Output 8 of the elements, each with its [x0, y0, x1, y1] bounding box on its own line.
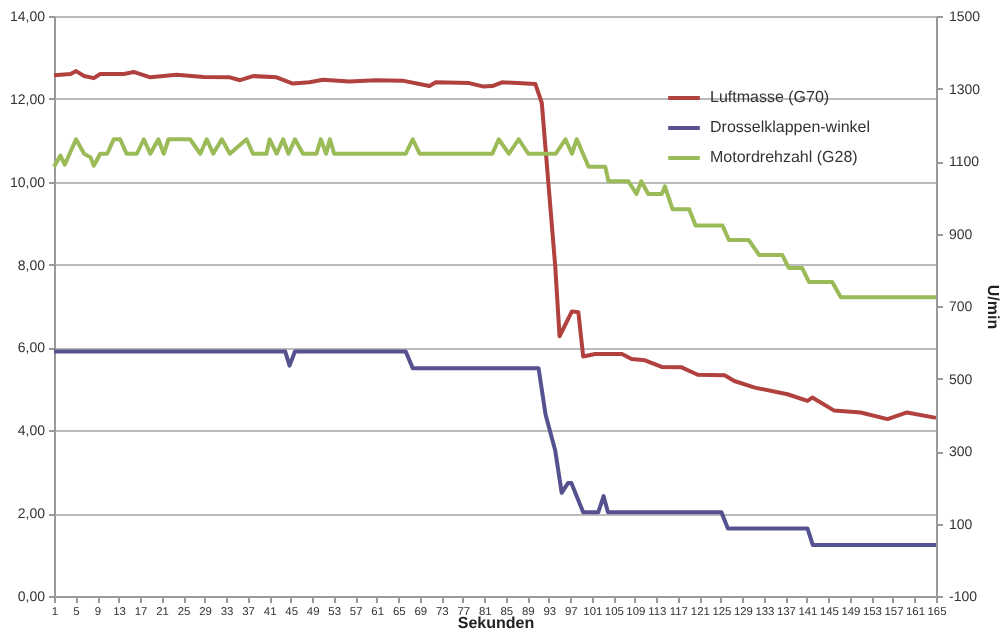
line-series	[52, 349, 938, 548]
legend-label: Luftmasse (G70)	[710, 88, 830, 106]
line-series	[52, 137, 938, 300]
x-axis-title: Sekunden	[457, 614, 535, 633]
line-series	[52, 69, 938, 422]
legend-label: Motordrehzahl (G28)	[710, 148, 859, 166]
y2-axis-title: U/min	[984, 284, 1000, 330]
legend-label: Drosselklappen-winkel	[710, 118, 871, 136]
